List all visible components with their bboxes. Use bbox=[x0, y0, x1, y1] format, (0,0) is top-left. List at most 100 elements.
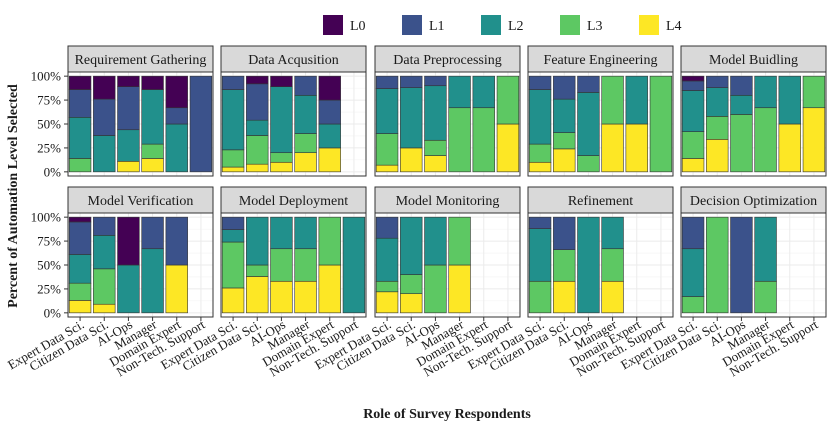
bar-segment-expert-data-sci-l3 bbox=[221, 241, 245, 289]
facet-strip bbox=[527, 186, 674, 214]
bar-segment-citizen-data-sci-l0 bbox=[246, 75, 269, 85]
bar-segment-expert-data-sci-l3 bbox=[221, 149, 245, 168]
bar-segment-manager-l3 bbox=[294, 248, 317, 282]
bar-segment-domain-expert-l2 bbox=[625, 75, 648, 125]
bar-segment-expert-data-sci-l3 bbox=[528, 143, 552, 163]
facet-model-buidling: Model Buidling bbox=[680, 45, 827, 177]
bar-segment-citizen-data-sci-l1 bbox=[553, 75, 576, 100]
bar-segment-domain-expert-l2 bbox=[165, 123, 188, 173]
bar-segment-citizen-data-sci-l3 bbox=[553, 249, 576, 282]
bar-segment-manager-l1 bbox=[294, 75, 317, 96]
bar-segment-citizen-data-sci-l4 bbox=[246, 163, 269, 173]
bar-segment-expert-data-sci-l3 bbox=[68, 282, 92, 301]
bar-segment-expert-data-sci-l1 bbox=[375, 216, 399, 239]
legend-label-l0: L0 bbox=[350, 19, 366, 34]
bar-segment-expert-data-sci-l2 bbox=[528, 228, 552, 282]
bar-segment-manager-l2 bbox=[754, 216, 777, 282]
legend-swatch-l2 bbox=[481, 15, 501, 35]
bar-segment-expert-data-sci-l2 bbox=[68, 117, 92, 159]
bar-segment-domain-expert-l1 bbox=[165, 107, 188, 125]
bar-segment-expert-data-sci-l1 bbox=[528, 75, 552, 90]
bar-segment-domain-expert-l4 bbox=[318, 264, 341, 314]
bar-segment-ai-ops-l1 bbox=[730, 216, 753, 314]
bar-segment-manager-l4 bbox=[141, 158, 164, 173]
bar-segment-non-tech-support-l4 bbox=[496, 123, 520, 173]
bar-segment-manager-l2 bbox=[601, 216, 624, 250]
bar-segment-citizen-data-sci-l4 bbox=[400, 293, 423, 314]
bar-segment-ai-ops-l3 bbox=[577, 155, 600, 173]
bar-segment-citizen-data-sci-l2 bbox=[706, 87, 729, 117]
bar-segment-manager-l3 bbox=[448, 107, 471, 173]
legend: L0 L1 L2 L3 L4 bbox=[323, 15, 682, 35]
facet-title: Refinement bbox=[568, 194, 633, 209]
facet-title: Feature Engineering bbox=[544, 53, 658, 68]
y-tick-label: 100% bbox=[31, 210, 62, 225]
bar-segment-ai-ops-l2 bbox=[577, 92, 600, 156]
facet-title: Model Verification bbox=[88, 194, 194, 209]
bar-segment-expert-data-sci-l0 bbox=[68, 216, 92, 223]
panel-border bbox=[680, 212, 827, 318]
facet-title: Data Acqusition bbox=[248, 53, 339, 68]
bar-segment-citizen-data-sci-l4 bbox=[93, 303, 116, 314]
legend-swatch-l3 bbox=[560, 15, 580, 35]
bar-segment-ai-ops-l3 bbox=[424, 139, 447, 156]
bar-segment-expert-data-sci-l2 bbox=[221, 89, 245, 151]
bar-segment-citizen-data-sci-l1 bbox=[706, 75, 729, 88]
facet-feature-engineering: Feature Engineering bbox=[527, 45, 674, 177]
bar-segment-domain-expert-l2 bbox=[472, 75, 495, 109]
facet-strip bbox=[67, 45, 214, 73]
bar-segment-manager-l3 bbox=[601, 248, 624, 282]
bar-segment-ai-ops-l3 bbox=[730, 114, 753, 173]
bar-segment-domain-expert-l3 bbox=[472, 107, 495, 173]
bar-segment-expert-data-sci-l2 bbox=[375, 237, 399, 282]
facet-data-preprocessing: Data Preprocessing bbox=[374, 45, 521, 177]
panel-border bbox=[527, 212, 674, 318]
bar-segment-manager-l2 bbox=[141, 89, 164, 145]
bar-segment-ai-ops-l4 bbox=[270, 161, 293, 173]
bar-segment-manager-l2 bbox=[448, 75, 471, 109]
panel-border bbox=[220, 71, 367, 177]
bar-segment-manager-l4 bbox=[294, 152, 317, 173]
y-tick-label: 50% bbox=[37, 117, 61, 132]
bar-segment-non-tech-support-l3 bbox=[649, 75, 673, 173]
bar-segment-manager-l2 bbox=[294, 94, 317, 134]
facet-title: Data Preprocessing bbox=[393, 53, 501, 68]
bar-segment-manager-l3 bbox=[294, 133, 317, 154]
bar-segment-citizen-data-sci-l3 bbox=[706, 216, 729, 314]
facet-title: Requirement Gathering bbox=[75, 53, 207, 68]
bar-segment-domain-expert-l4 bbox=[778, 123, 801, 173]
bar-segment-ai-ops-l0 bbox=[270, 75, 293, 87]
bar-segment-citizen-data-sci-l1 bbox=[400, 75, 423, 88]
y-tick-label: 100% bbox=[31, 69, 62, 84]
facet-title: Model Buidling bbox=[709, 53, 798, 68]
facet-strip bbox=[527, 45, 674, 73]
bar-segment-expert-data-sci-l2 bbox=[528, 89, 552, 145]
bar-segment-ai-ops-l3 bbox=[270, 152, 293, 163]
bar-segment-domain-expert-l4 bbox=[165, 264, 188, 314]
bar-segment-manager-l2 bbox=[294, 216, 317, 250]
bar-segment-citizen-data-sci-l3 bbox=[246, 264, 269, 277]
y-tick-label: 0% bbox=[44, 305, 62, 320]
bar-segment-ai-ops-l2 bbox=[270, 86, 293, 154]
bar-segment-citizen-data-sci-l3 bbox=[93, 268, 116, 305]
facet-strip bbox=[67, 186, 214, 214]
bar-segment-ai-ops-l3 bbox=[270, 248, 293, 282]
bar-segment-citizen-data-sci-l1 bbox=[93, 216, 116, 236]
bar-segment-manager-l4 bbox=[294, 280, 317, 314]
bar-segment-expert-data-sci-l3 bbox=[681, 131, 705, 159]
bar-segment-citizen-data-sci-l4 bbox=[553, 280, 576, 314]
bar-segment-manager-l1 bbox=[141, 216, 164, 250]
bar-segment-ai-ops-l4 bbox=[424, 155, 447, 173]
bar-segment-manager-l3 bbox=[754, 107, 777, 173]
bar-segment-non-tech-support-l1 bbox=[189, 75, 213, 173]
bar-segment-manager-l3 bbox=[754, 280, 777, 314]
bar-segment-expert-data-sci-l4 bbox=[528, 161, 552, 173]
panel-border bbox=[680, 71, 827, 177]
bar-segment-expert-data-sci-l2 bbox=[681, 248, 705, 297]
bar-segment-citizen-data-sci-l2 bbox=[246, 119, 269, 136]
bar-segment-expert-data-sci-l2 bbox=[221, 229, 245, 243]
bar-segment-expert-data-sci-l3 bbox=[68, 158, 92, 173]
bar-segment-expert-data-sci-l3 bbox=[528, 280, 552, 314]
y-tick-label: 25% bbox=[37, 140, 61, 155]
bar-segment-ai-ops-l1 bbox=[577, 75, 600, 93]
